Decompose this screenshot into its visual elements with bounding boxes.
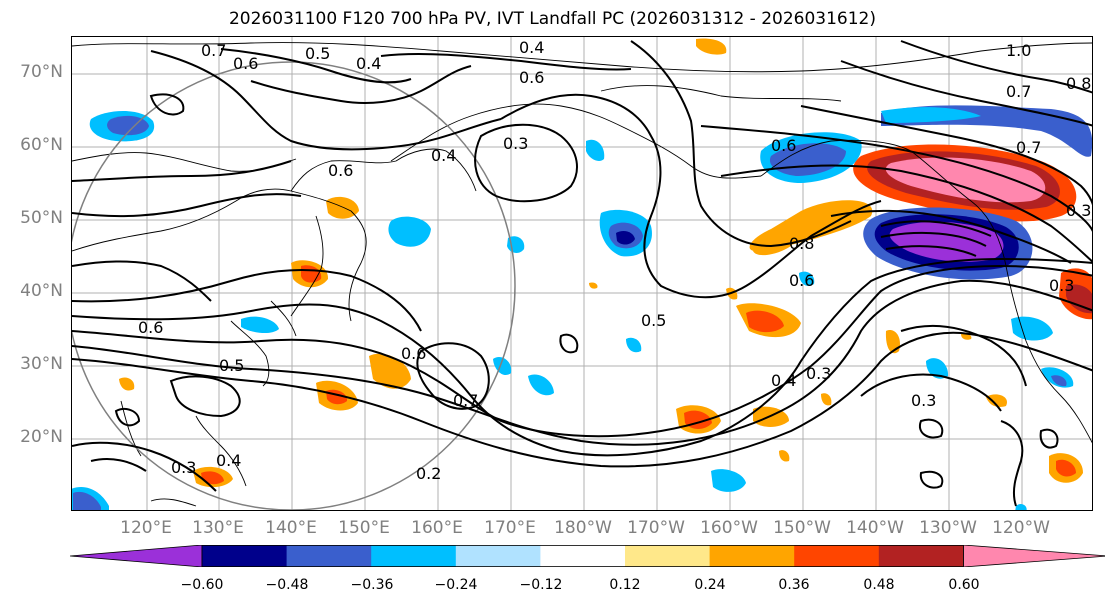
- contour-label: 0.6: [138, 318, 163, 337]
- lon-label-170e: 170°E: [484, 518, 536, 538]
- colorbar-segment: [202, 545, 288, 567]
- colorbar-tick: −0.36: [350, 577, 394, 593]
- lat-label-70: 70°N: [20, 62, 63, 82]
- contour-label: 0.6: [771, 136, 796, 155]
- contour-label: 0.6: [519, 68, 544, 87]
- contour-label: 0.4: [519, 38, 544, 57]
- contour-label: 0.7: [453, 391, 478, 410]
- contour-label: 0.8: [789, 234, 814, 253]
- contour-label: 0.3: [1066, 201, 1091, 220]
- colorbar-segment: [286, 545, 372, 567]
- contour-label: 0.3: [806, 364, 831, 383]
- colorbar-extension-max: [963, 545, 1105, 567]
- colorbar-tick: 0.60: [948, 577, 980, 593]
- region-circle: [72, 61, 516, 510]
- colorbar-tick: 0.48: [863, 577, 895, 593]
- contour-label: 0.6: [233, 54, 258, 73]
- lon-label-140w: 140°W: [846, 518, 904, 538]
- lon-label-160e: 160°E: [411, 518, 463, 538]
- colorbar-segment: [709, 545, 795, 567]
- colorbar-segment: [625, 545, 711, 567]
- contour-label: 0.5: [305, 44, 330, 63]
- lat-label-30: 30°N: [20, 354, 63, 374]
- contour-label: 0.4: [216, 451, 241, 470]
- colorbar-tick: −0.60: [180, 577, 224, 593]
- contour-label: 0.7: [201, 41, 226, 60]
- colorbar-segment: [878, 545, 964, 567]
- contour-label: 1.0: [1006, 41, 1031, 60]
- lon-label-180w: 180°W: [554, 518, 612, 538]
- contour-label: 0.3: [1049, 276, 1074, 295]
- contour-label: 0.7: [1006, 82, 1031, 101]
- lat-label-50: 50°N: [20, 208, 63, 228]
- contour-label: 0.5: [219, 356, 244, 375]
- contour-label: 0.6: [789, 271, 814, 290]
- contour-label: 0.2: [416, 464, 441, 483]
- colorbar-segment: [455, 545, 541, 567]
- contour-label: 0.4: [431, 146, 456, 165]
- colorbar-tick: 0.36: [778, 577, 810, 593]
- contour-label: 0.6: [401, 344, 426, 363]
- colorbar-tick: 0.24: [694, 577, 726, 593]
- contour-label: 0.4: [356, 54, 381, 73]
- colorbar-segment: [540, 545, 626, 567]
- colorbar: [70, 545, 1105, 567]
- lon-label-130w: 130°W: [919, 518, 977, 538]
- lon-label-130e: 130°E: [192, 518, 244, 538]
- contour-label: 0.3: [503, 134, 528, 153]
- map-panel: 0.7 0.6 0.5 0.4 0.4 0.6 0.3 0.6 0.4 1.0 …: [71, 36, 1093, 511]
- lat-label-60: 60°N: [20, 135, 63, 155]
- colorbar-tick: −0.24: [434, 577, 478, 593]
- lat-label-20: 20°N: [20, 427, 63, 447]
- lon-label-120e: 120°E: [120, 518, 172, 538]
- contour-label: 0.4: [771, 371, 796, 390]
- anomaly-fills: [72, 38, 1092, 510]
- lon-label-150w: 150°W: [773, 518, 831, 538]
- colorbar-tick: 0.12: [609, 577, 641, 593]
- lon-label-140e: 140°E: [265, 518, 317, 538]
- colorbar-segment: [371, 545, 457, 567]
- contour-label: 0.3: [911, 391, 936, 410]
- colorbar-tick: −0.12: [519, 577, 563, 593]
- contour-label: 0.5: [641, 311, 666, 330]
- contour-labels: 0.7 0.6 0.5 0.4 0.4 0.6 0.3 0.6 0.4 1.0 …: [138, 38, 1091, 483]
- lon-label-160w: 160°W: [700, 518, 758, 538]
- contour-label: 0.7: [1016, 138, 1041, 157]
- colorbar-segment: [794, 545, 880, 567]
- colorbar-outline: [201, 545, 964, 567]
- map-canvas: 0.7 0.6 0.5 0.4 0.4 0.6 0.3 0.6 0.4 1.0 …: [72, 37, 1092, 510]
- lon-label-170w: 170°W: [627, 518, 685, 538]
- contour-label: 0.3: [171, 458, 196, 477]
- contour-label: 0.6: [328, 161, 353, 180]
- colorbar-extension-min: [70, 545, 203, 567]
- lon-label-120w: 120°W: [992, 518, 1050, 538]
- lat-label-40: 40°N: [20, 281, 63, 301]
- colorbar-tick: −0.48: [265, 577, 309, 593]
- lon-label-150e: 150°E: [338, 518, 390, 538]
- pv-contours: [72, 40, 1092, 507]
- contour-label: 0.8: [1066, 74, 1091, 93]
- map-title: 2026031100 F120 700 hPa PV, IVT Landfall…: [228, 9, 876, 29]
